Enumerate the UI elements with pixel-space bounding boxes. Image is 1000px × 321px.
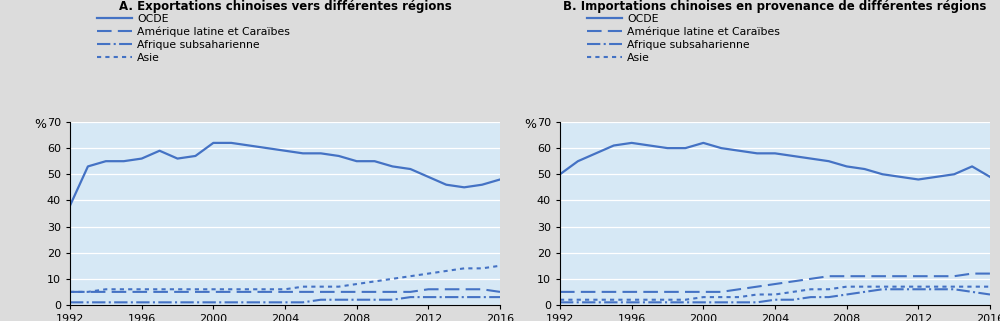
Legend: OCDE, Amérique latine et Caraïbes, Afrique subsaharienne, Asie: OCDE, Amérique latine et Caraïbes, Afriq…	[587, 14, 780, 63]
Text: B. Importations chinoises en provenance de différentes régions: B. Importations chinoises en provenance …	[563, 0, 987, 13]
Y-axis label: %: %	[34, 118, 46, 131]
Y-axis label: %: %	[524, 118, 536, 131]
Text: A. Exportations chinoises vers différentes régions: A. Exportations chinoises vers différent…	[119, 0, 451, 13]
Legend: OCDE, Amérique latine et Caraïbes, Afrique subsaharienne, Asie: OCDE, Amérique latine et Caraïbes, Afriq…	[97, 14, 290, 63]
